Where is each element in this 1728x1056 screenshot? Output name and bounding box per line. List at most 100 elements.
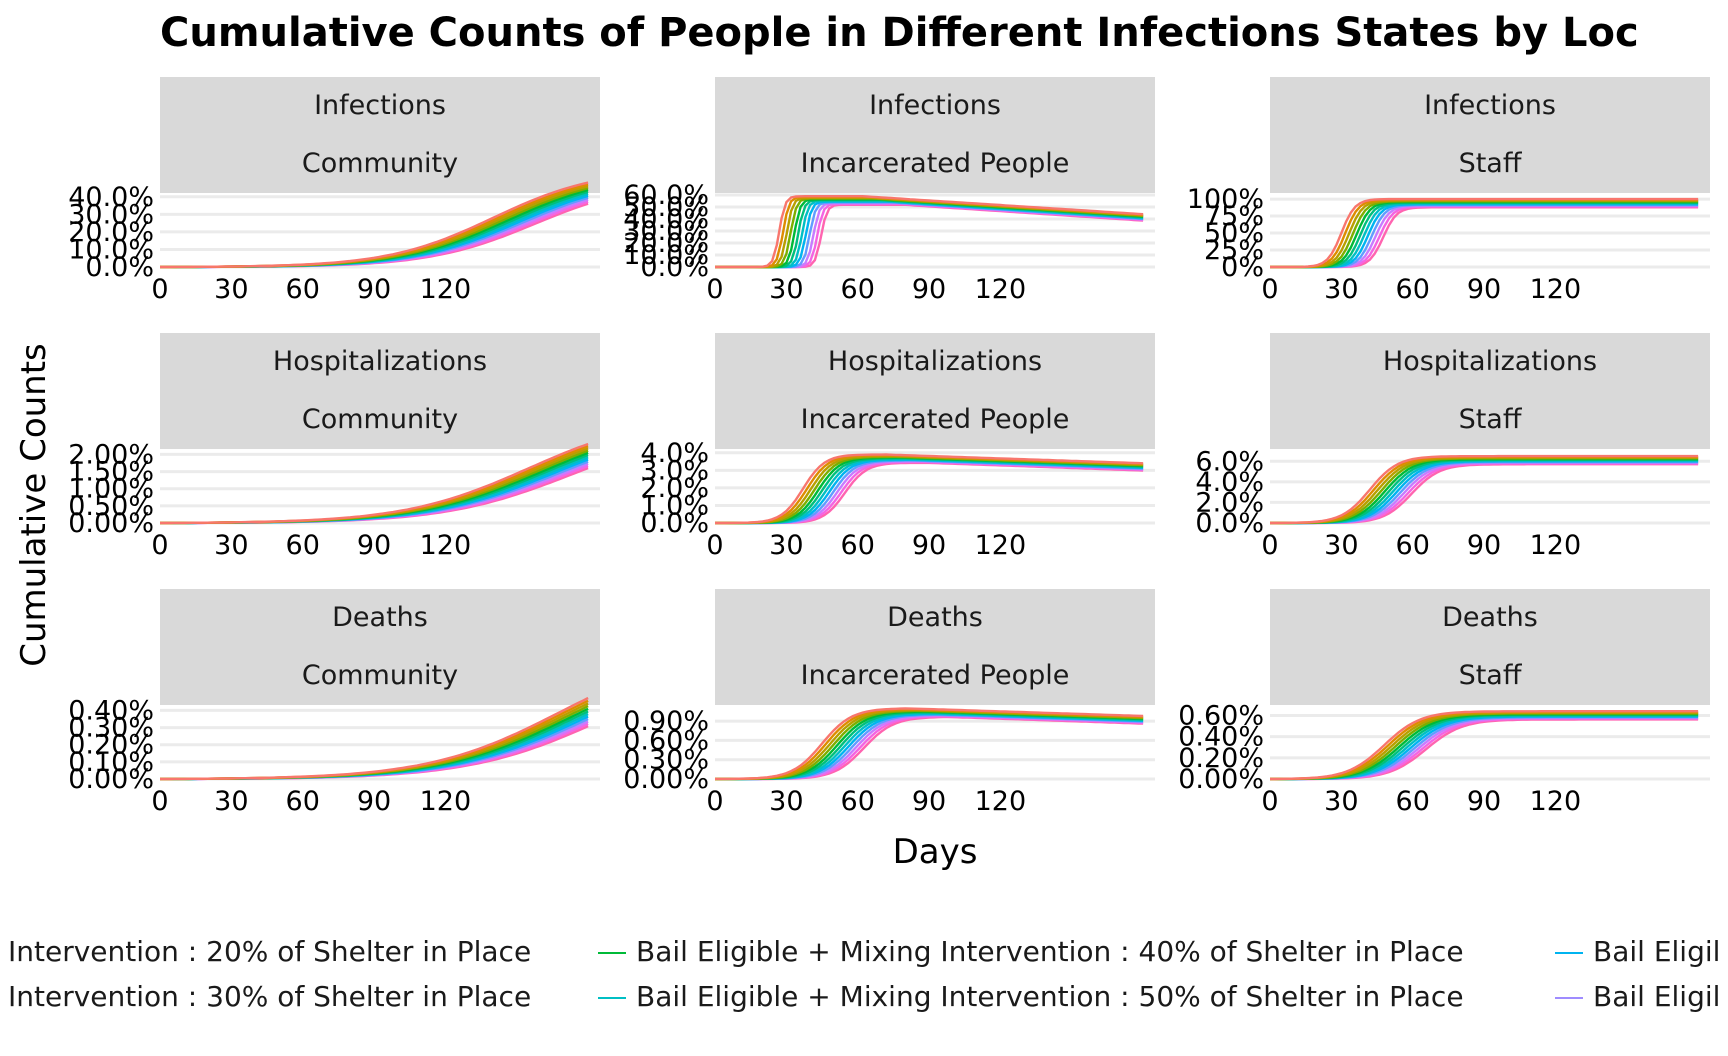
x-tick-label: 90 xyxy=(357,274,391,305)
chart-title: Cumulative Counts of People in Different… xyxy=(160,10,1639,56)
series-line xyxy=(715,715,1144,781)
x-tick-label: 120 xyxy=(1530,530,1582,561)
x-tick-label: 60 xyxy=(1396,530,1430,561)
y-tick-label: 0.90% xyxy=(623,706,709,737)
y-tick-label: 0.20% xyxy=(1178,743,1264,774)
strip-deaths-community: Deaths Community xyxy=(160,589,600,705)
strip-infections-community: Infections Community xyxy=(160,77,600,193)
x-tick-label: 0 xyxy=(706,530,723,561)
legend-label: Bail Eligible + Mixing Intervention : 40… xyxy=(636,935,1464,968)
x-tick-label: 90 xyxy=(1467,530,1501,561)
series-line xyxy=(1270,718,1699,781)
series-line xyxy=(160,442,589,525)
panel-hospitalizations-incarcerated-people: 0.0%1.0%2.0%3.0%4.0% 0 30 60 90 120 xyxy=(640,438,1155,561)
y-tick-label: 0% xyxy=(1221,252,1264,283)
series-line xyxy=(1270,455,1699,525)
series-line xyxy=(1270,460,1699,525)
strip-label-location: Staff xyxy=(1458,148,1522,179)
x-tick-label: 120 xyxy=(975,274,1027,305)
strip-label-location: Incarcerated People xyxy=(800,404,1070,435)
series-line xyxy=(1270,461,1699,525)
x-tick-label: 0 xyxy=(1261,530,1278,561)
series-line xyxy=(1270,202,1699,269)
series-line xyxy=(715,461,1144,525)
legend-label: Intervention : 20% of Shelter in Place xyxy=(8,935,532,968)
x-tick-label: 60 xyxy=(286,274,320,305)
y-tick-label: 0.00% xyxy=(68,764,154,795)
series-line xyxy=(1270,203,1699,269)
x-tick-label: 30 xyxy=(1324,530,1358,561)
series-line xyxy=(1270,203,1699,269)
series-line xyxy=(715,713,1144,781)
strip-label-state: Infections xyxy=(314,90,446,121)
strip-label-location: Incarcerated People xyxy=(800,660,1070,691)
strip-deaths-staff: Deaths Staff xyxy=(1270,589,1710,705)
strip-label-location: Community xyxy=(301,148,459,179)
y-tick-label: 50.0% xyxy=(623,192,709,223)
y-tick-label: 20.0% xyxy=(623,228,709,259)
y-tick-label: 0.00% xyxy=(68,508,154,539)
panel-infections-staff: 0%25%50%75%100% 0 30 60 90 120 xyxy=(1187,184,1710,305)
strip-deaths-incarcerated-people: Deaths Incarcerated People xyxy=(715,589,1155,705)
series-line xyxy=(1270,713,1699,781)
x-tick-label: 30 xyxy=(1324,786,1358,817)
x-tick-label: 30 xyxy=(214,786,248,817)
series-line xyxy=(715,715,1144,781)
strip-label-location: Staff xyxy=(1458,660,1522,691)
x-tick-label: 120 xyxy=(420,530,472,561)
panel-hospitalizations-staff: 0.0%2.0%4.0%6.0% 0 30 60 90 120 xyxy=(1195,446,1710,561)
strip-label-state: Deaths xyxy=(1442,602,1538,633)
x-tick-label: 120 xyxy=(1530,274,1582,305)
strip-hospitalizations-community: Hospitalizations Community xyxy=(160,333,600,449)
panel-infections-community: 0.0%10.0%20.0%30.0%40.0% 0 30 60 90 120 xyxy=(68,181,600,305)
x-tick-label: 30 xyxy=(769,530,803,561)
strip-label-state: Deaths xyxy=(332,602,428,633)
x-tick-label: 120 xyxy=(420,786,472,817)
x-tick-label: 120 xyxy=(420,274,472,305)
x-tick-label: 60 xyxy=(841,786,875,817)
y-tick-label: 0.0% xyxy=(640,252,709,283)
series-line xyxy=(715,707,1144,781)
x-tick-label: 60 xyxy=(1396,786,1430,817)
x-tick-label: 30 xyxy=(214,274,248,305)
legend-item: Bail Eligil xyxy=(1555,980,1720,1013)
y-tick-label: 0.0% xyxy=(640,508,709,539)
legend-item: Bail Eligible + Mixing Intervention : 40… xyxy=(598,935,1464,968)
legend-item: Intervention : 20% of Shelter in Place xyxy=(8,935,531,968)
y-tick-label: 0.40% xyxy=(68,695,154,726)
x-tick-label: 90 xyxy=(1467,786,1501,817)
y-tick-label: 40.0% xyxy=(68,182,154,213)
series-line xyxy=(1270,714,1699,781)
y-tick-label: 0.50% xyxy=(68,491,154,522)
x-tick-label: 90 xyxy=(912,274,946,305)
y-tick-label: 0.20% xyxy=(68,730,154,761)
y-tick-label: 0.60% xyxy=(1178,700,1264,731)
x-tick-label: 30 xyxy=(1324,274,1358,305)
y-tick-label: 10.0% xyxy=(68,234,154,265)
strip-infections-staff: Infections Staff xyxy=(1270,77,1710,193)
y-tick-label: 4.0% xyxy=(1195,467,1264,498)
legend-label: Intervention : 30% of Shelter in Place xyxy=(8,980,532,1013)
strip-hospitalizations-incarcerated-people: Hospitalizations Incarcerated People xyxy=(715,333,1155,449)
legend-item: Intervention : 30% of Shelter in Place xyxy=(8,980,531,1013)
series-line xyxy=(715,714,1144,781)
x-tick-label: 0 xyxy=(151,530,168,561)
panel-deaths-staff: 0.00%0.20%0.40%0.60% 0 30 60 90 120 xyxy=(1178,700,1710,817)
y-tick-label: 10.0% xyxy=(623,240,709,271)
y-tick-label: 25% xyxy=(1204,235,1264,266)
y-tick-label: 6.0% xyxy=(1195,446,1264,477)
x-tick-label: 90 xyxy=(357,786,391,817)
series-line xyxy=(1270,712,1699,781)
y-tick-label: 0.00% xyxy=(1178,764,1264,795)
series-line xyxy=(1270,457,1699,525)
legend-item: Bail Eligil xyxy=(1555,935,1720,968)
series-line xyxy=(715,711,1144,781)
x-tick-label: 0 xyxy=(151,786,168,817)
strip-label-state: Hospitalizations xyxy=(1382,346,1598,377)
x-axis-label: Days xyxy=(892,832,978,872)
legend-key xyxy=(1555,997,1583,999)
x-tick-label: 90 xyxy=(1467,274,1501,305)
series-line xyxy=(1270,463,1699,525)
y-tick-label: 20.0% xyxy=(68,217,154,248)
x-tick-label: 60 xyxy=(841,274,875,305)
